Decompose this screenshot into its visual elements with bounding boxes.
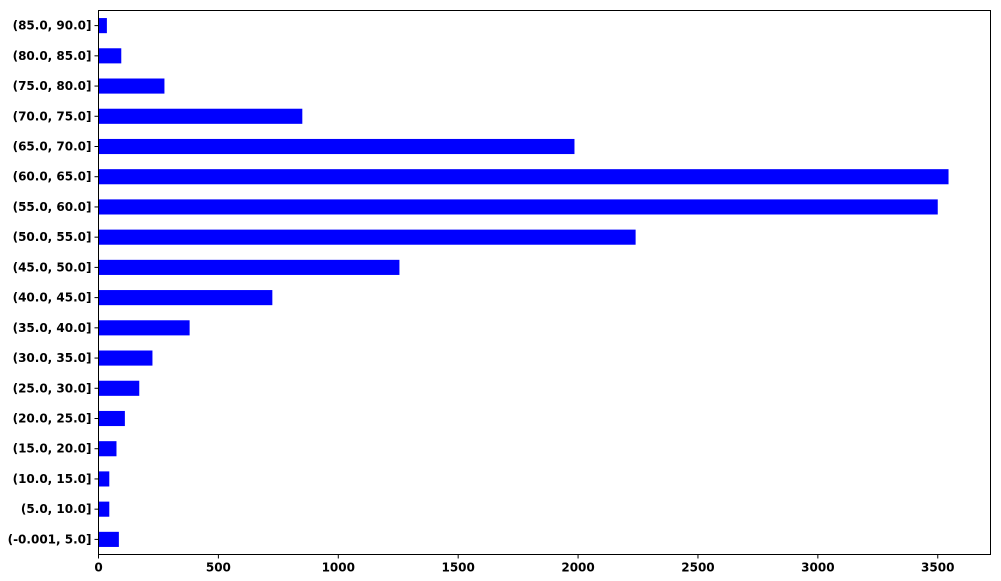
bar <box>98 169 949 185</box>
x-tick-label: 3000 <box>801 561 834 575</box>
y-tick-label: (10.0, 15.0] <box>13 472 92 486</box>
bar <box>98 501 110 517</box>
y-tick-label: (40.0, 45.0] <box>13 291 92 305</box>
x-tick-label: 3500 <box>921 561 954 575</box>
x-tick-label: 2500 <box>681 561 714 575</box>
bar <box>98 108 303 124</box>
y-tick-label: (70.0, 75.0] <box>13 109 92 123</box>
y-tick-label: (55.0, 60.0] <box>13 200 92 214</box>
bar <box>98 78 165 94</box>
bars-group <box>98 18 949 547</box>
y-tick-label: (80.0, 85.0] <box>13 49 92 63</box>
y-tick-label: (5.0, 10.0] <box>21 502 92 516</box>
y-tick-label: (85.0, 90.0] <box>13 19 92 33</box>
bar <box>98 199 938 215</box>
y-tick-label: (60.0, 65.0] <box>13 170 92 184</box>
plot-frame <box>98 10 991 555</box>
bar <box>98 259 400 275</box>
y-tick-label: (35.0, 40.0] <box>13 321 92 335</box>
y-tick-label: (75.0, 80.0] <box>13 79 92 93</box>
bar <box>98 18 107 34</box>
bar <box>98 531 119 547</box>
bar <box>98 350 153 366</box>
bar <box>98 290 273 306</box>
y-tick-label: (45.0, 50.0] <box>13 260 92 274</box>
x-tick-label: 0 <box>94 561 102 575</box>
y-tick-label: (25.0, 30.0] <box>13 381 92 395</box>
x-axis-ticks: 0 500 1000 1500 2000 2500 3000 3500 <box>94 554 954 575</box>
bar <box>98 471 110 487</box>
x-tick-label: 1500 <box>441 561 474 575</box>
y-tick-label: (65.0, 70.0] <box>13 140 92 154</box>
bar <box>98 441 117 457</box>
x-tick-label: 2000 <box>561 561 594 575</box>
y-tick-label: (15.0, 20.0] <box>13 442 92 456</box>
bar <box>98 320 190 336</box>
y-tick-label: (-0.001, 5.0] <box>8 532 92 546</box>
y-tick-label: (30.0, 35.0] <box>13 351 92 365</box>
bar <box>98 229 636 245</box>
bar <box>98 138 575 155</box>
bar <box>98 48 122 64</box>
bar <box>98 380 140 396</box>
y-tick-label: (50.0, 55.0] <box>13 230 92 244</box>
y-axis-ticks: (-0.001, 5.0] (5.0, 10.0] (10.0, 15.0] (15.… <box>8 19 99 546</box>
x-tick-label: 1000 <box>322 561 355 575</box>
bar <box>98 410 125 427</box>
x-tick-label: 500 <box>206 561 231 575</box>
y-tick-label: (20.0, 25.0] <box>13 412 92 426</box>
